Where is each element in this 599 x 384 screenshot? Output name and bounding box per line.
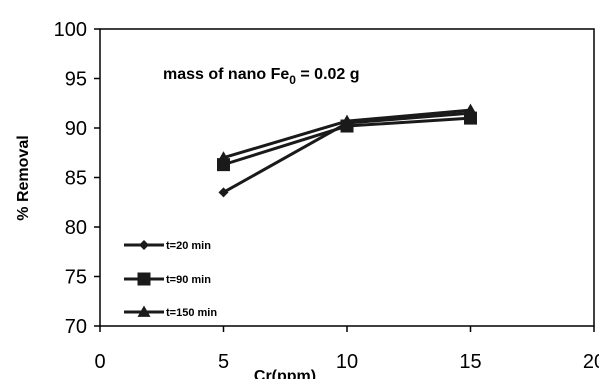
x-tick-label: 10	[336, 351, 358, 373]
y-tick-label: 70	[65, 316, 87, 338]
y-axis: 70 75 80 85 90 95 100	[54, 19, 100, 338]
x-tick-label: 20	[583, 351, 599, 373]
y-axis-label: % Removal	[15, 135, 32, 220]
x-tick-label: 15	[459, 351, 481, 373]
y-tick-label: 100	[54, 19, 87, 41]
x-tick-label: 0	[94, 351, 105, 373]
y-tick-label: 95	[65, 69, 87, 91]
x-axis-label: Cr(ppm)	[254, 368, 316, 379]
y-tick-label: 90	[65, 118, 87, 140]
legend-marker	[137, 305, 151, 317]
legend-item: t=90 min	[124, 272, 211, 286]
data-point	[340, 114, 354, 126]
legend-marker	[139, 240, 149, 250]
legend-label: t=90 min	[166, 274, 211, 286]
x-axis: 0 5 10 15 20	[94, 326, 599, 373]
legend-item: t=150 min	[124, 305, 217, 319]
legend: t=20 min t=90 min t=150 min	[124, 240, 217, 319]
chart-annotation: mass of nano Fe0 = 0.02 g	[163, 66, 360, 87]
data-point	[218, 187, 229, 198]
x-tick-label: 5	[218, 351, 229, 373]
legend-item: t=20 min	[124, 240, 211, 252]
data-point	[217, 151, 230, 163]
y-tick-label: 80	[65, 217, 87, 239]
y-tick-label: 75	[65, 267, 87, 289]
legend-marker	[137, 272, 151, 286]
series-3	[217, 103, 477, 163]
data-point	[464, 103, 477, 116]
legend-label: t=20 min	[166, 240, 211, 252]
legend-label: t=150 min	[166, 307, 217, 319]
y-tick-label: 85	[65, 168, 87, 190]
series-layer	[217, 103, 477, 198]
